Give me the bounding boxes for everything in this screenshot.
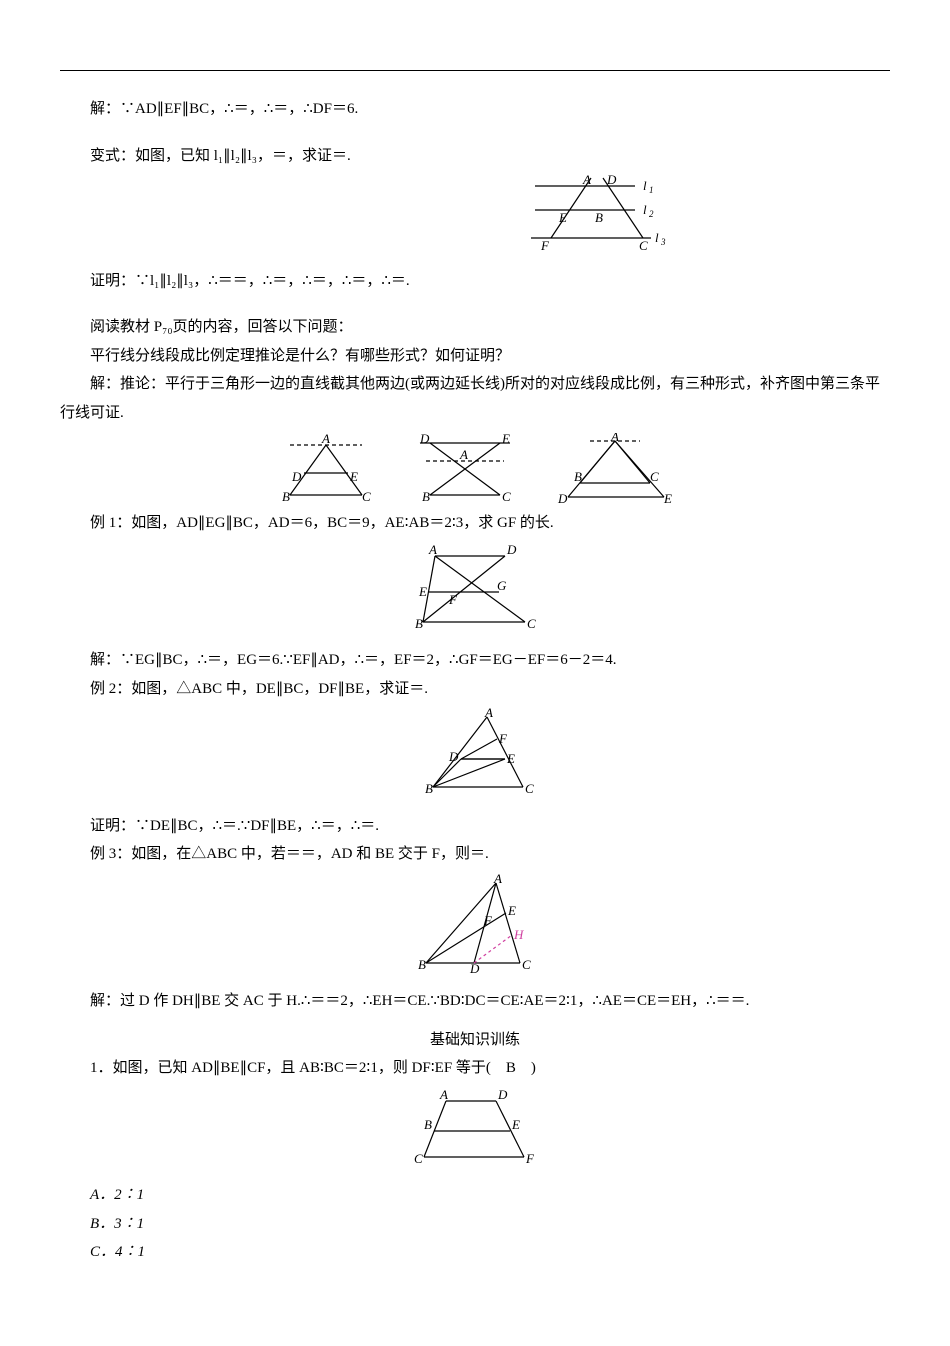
fig-form-1: A D E B C [270,433,380,503]
svg-text:A: A [610,433,619,444]
svg-text:C: C [502,489,511,503]
svg-text:D: D [448,749,459,764]
example-1-prompt: 例 1：如图，AD∥EG∥BC，AD＝6，BC＝9，AE∶AB＝2∶3，求 GF… [60,509,890,538]
option-c-text: C．4∶1 [90,1244,145,1260]
svg-text:A: A [428,542,437,557]
svg-text:E: E [349,469,358,484]
svg-text:2: 2 [649,209,654,219]
figure-three-forms: A D E B C D E A B C [60,433,890,503]
svg-text:B: B [422,489,430,503]
example-3-prompt: 例 3：如图，在△ABC 中，若＝＝，AD 和 BE 交于 F，则＝. [60,840,890,869]
svg-text:B: B [418,957,426,972]
svg-text:C: C [639,238,648,252]
solution-1: 解：∵AD∥EF∥BC，∴＝，∴＝，∴DF＝6. [60,95,890,124]
fig-variation-svg: A D l1 E B l2 F C l3 [525,174,675,252]
svg-text:D: D [469,961,480,973]
fig-form-3: A B C D E [550,433,680,503]
svg-text:E: E [511,1117,520,1132]
svg-text:l: l [643,178,647,193]
svg-text:B: B [282,489,290,503]
svg-text:H: H [513,927,524,942]
answer-corollary: 解：推论：平行于三角形一边的直线截其他两边(或两边延长线)所对的对应线段成比例，… [60,370,890,427]
svg-text:B: B [595,210,603,225]
spacer [60,124,890,142]
figure-example-1: A D E F G B C [60,542,890,643]
fig-form-2: D E A B C [400,433,530,503]
svg-text:C: C [362,489,371,503]
svg-text:E: E [663,491,672,503]
svg-text:C: C [525,781,534,796]
svg-text:B: B [425,781,433,796]
fig-q1-svg: A D B E C F [410,1087,540,1167]
svg-text:F: F [448,592,458,607]
svg-text:D: D [557,491,568,503]
svg-text:C: C [527,616,536,631]
read-material: 阅读教材 P₇₀页的内容，回答以下问题： [60,313,890,342]
svg-text:E: E [506,751,515,766]
svg-text:F: F [525,1151,535,1166]
svg-text:E: E [558,210,567,225]
svg-text:l: l [655,230,659,245]
svg-text:A: A [484,707,493,720]
fig-ex3-svg: A E F H B D C [410,873,540,973]
example-2-prompt: 例 2：如图，△ABC 中，DE∥BC，DF∥BE，求证＝. [60,675,890,704]
svg-text:A: A [493,873,502,886]
svg-text:B: B [424,1117,432,1132]
figure-example-3: A E F H B D C [60,873,890,984]
svg-text:1: 1 [649,185,654,195]
svg-text:E: E [418,584,427,599]
svg-text:A: A [321,433,330,446]
svg-text:D: D [497,1087,508,1102]
svg-text:l: l [643,202,647,217]
svg-text:3: 3 [660,237,666,247]
option-b-text: B．3∶1 [90,1216,144,1232]
example-2-proof: 证明：∵DE∥BC，∴＝.∵DF∥BE，∴＝，∴＝. [60,812,890,841]
svg-text:C: C [650,469,659,484]
fig-ex1-svg: A D E F G B C [405,542,545,632]
svg-text:E: E [501,433,510,446]
option-a: A．2∶1 [60,1181,890,1210]
figure-example-2: A F D E B C [60,707,890,808]
variation-proof: 证明：∵l₁∥l₂∥l₃，∴＝＝，∴＝，∴＝，∴＝，∴＝. [60,267,890,296]
svg-text:A: A [459,447,468,462]
svg-text:C: C [414,1151,423,1166]
option-b: B．3∶1 [60,1210,890,1239]
example-3-solution: 解：过 D 作 DH∥BE 交 AC 于 H.∴＝＝2，∴EH＝CE.∵BD∶D… [60,987,890,1016]
option-a-text: A．2∶1 [90,1187,144,1203]
svg-text:A: A [582,174,591,187]
spacer-2 [60,295,890,313]
figure-question-1: A D B E C F [60,1087,890,1178]
top-rule [60,70,890,71]
section-title-basic-training: 基础知识训练 [60,1026,890,1055]
example-1-solution: 解：∵EG∥BC，∴＝，EG＝6.∵EF∥AD，∴＝，EF＝2，∴GF＝EG－E… [60,646,890,675]
svg-text:D: D [506,542,517,557]
figure-variation: A D l1 E B l2 F C l3 [60,174,890,263]
svg-text:D: D [419,433,430,446]
svg-text:G: G [497,578,507,593]
fig-ex2-svg: A F D E B C [415,707,535,797]
svg-text:B: B [415,616,423,631]
svg-text:D: D [606,174,617,187]
variation-prompt: 变式：如图，已知 l₁∥l₂∥l₃，＝，求证＝. [60,142,890,171]
svg-text:B: B [574,469,582,484]
svg-text:D: D [291,469,302,484]
svg-text:F: F [483,913,493,928]
option-c: C．4∶1 [60,1238,890,1267]
svg-text:A: A [439,1087,448,1102]
question-corollary: 平行线分线段成比例定理推论是什么？有哪些形式？如何证明？ [60,342,890,371]
question-1: 1．如图，已知 AD∥BE∥CF，且 AB∶BC＝2∶1，则 DF∶EF 等于(… [60,1054,890,1083]
svg-text:C: C [522,957,531,972]
svg-text:E: E [507,903,516,918]
svg-text:F: F [498,731,508,746]
svg-text:F: F [540,238,550,252]
